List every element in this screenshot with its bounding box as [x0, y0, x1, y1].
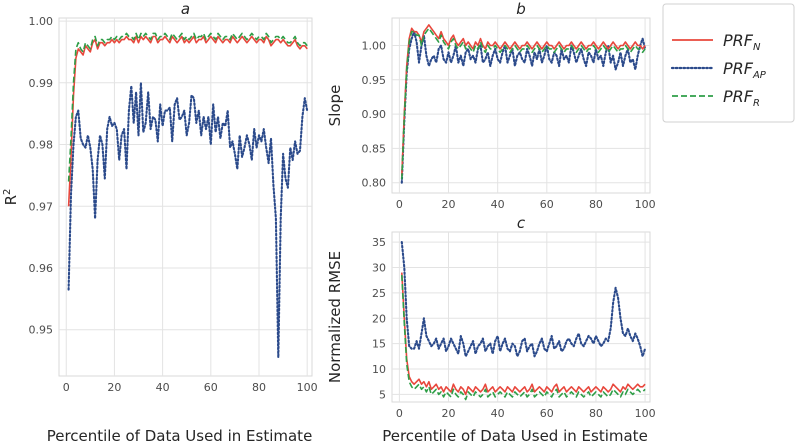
y-tick-label: 25: [372, 287, 386, 300]
y-tick-label: 0.96: [29, 262, 54, 275]
series-line-prf-n: [67, 35, 308, 207]
x-tick-label: 40: [491, 407, 505, 420]
x-tick-label: 20: [442, 407, 456, 420]
y-tick-label: 0.95: [362, 74, 387, 87]
series-line-prf-n: [401, 272, 646, 396]
y-tick-label: 0.98: [29, 139, 54, 152]
panel-title: b: [516, 0, 526, 18]
y-axis-label: R2: [2, 189, 20, 206]
y-axis-label: Slope: [326, 85, 344, 127]
y-tick-label: 5: [379, 388, 386, 401]
panel-title: c: [517, 214, 526, 232]
plot-area: [58, 17, 313, 377]
x-tick-label: 80: [589, 198, 603, 211]
y-tick-label: 0.80: [362, 177, 387, 190]
legend-label-subscript: R: [753, 98, 760, 109]
x-tick-label: 40: [491, 198, 505, 211]
series-line-prf-n: [401, 24, 646, 176]
legend-label: PRFN: [723, 31, 761, 53]
x-tick-label: 20: [107, 381, 121, 394]
series-line-prf-ap: [67, 81, 309, 359]
y-tick-label: 1.00: [362, 39, 387, 52]
x-tick-label: 60: [540, 407, 554, 420]
legend-label-subscript: AP: [752, 70, 767, 81]
legend-label-subscript: N: [753, 42, 761, 53]
x-tick-label: 100: [635, 198, 656, 211]
panel-c: 5 10 15 20 25 30 35 0 20 40 60 80 100 c Normalized RMS…: [326, 214, 656, 445]
series-line-prf-ap: [400, 30, 647, 184]
y-axis-label: Normalized RMSE: [326, 251, 344, 383]
y-tick-label: 0.97: [29, 200, 54, 213]
y-tick-label: 0.99: [29, 77, 54, 90]
series-line-prf-r: [401, 27, 646, 180]
panel-a: 0.95 0.96 0.97 0.98 0.99 1.00 0 20 40 60 80 100 a R2 P…: [2, 0, 318, 445]
x-tick-label: 100: [635, 407, 656, 420]
y-tick-label: 0.95: [29, 324, 54, 337]
x-tick-label: 20: [442, 198, 456, 211]
legend-frame: [662, 3, 795, 123]
x-tick-label: 80: [589, 407, 603, 420]
plot-area: [391, 231, 651, 403]
x-axis-label: Percentile of Data Used in Estimate: [382, 427, 648, 445]
legend-label: PRFR: [723, 87, 760, 109]
series-line-prf-ap: [400, 241, 647, 358]
y-tick-label: 20: [372, 312, 386, 325]
panel-b: 0.80 0.85 0.90 0.95 1.00 0 20 40 60 80 100 b Slope: [326, 0, 656, 211]
x-tick-label: 40: [156, 381, 170, 394]
y-tick-label: 10: [372, 363, 386, 376]
y-tick-label: 35: [372, 236, 386, 249]
x-tick-label: 100: [297, 381, 318, 394]
panel-title: a: [181, 0, 190, 18]
x-tick-label: 80: [252, 381, 266, 394]
y-tick-label: 1.00: [29, 15, 54, 28]
y-tick-label: 30: [372, 262, 386, 275]
x-axis-label: Percentile of Data Used in Estimate: [47, 427, 313, 445]
x-tick-label: 0: [396, 198, 403, 211]
x-tick-label: 60: [204, 381, 218, 394]
series-line-prf-r: [401, 275, 646, 401]
y-tick-label: 15: [372, 338, 386, 351]
x-tick-label: 60: [540, 198, 554, 211]
y-axis-label-superscript: 2: [2, 189, 13, 195]
series-line-prf-r: [67, 32, 308, 182]
x-tick-label: 0: [396, 407, 403, 420]
x-tick-label: 0: [63, 381, 70, 394]
y-tick-label: 0.85: [362, 142, 387, 155]
y-tick-label: 0.90: [362, 108, 387, 121]
